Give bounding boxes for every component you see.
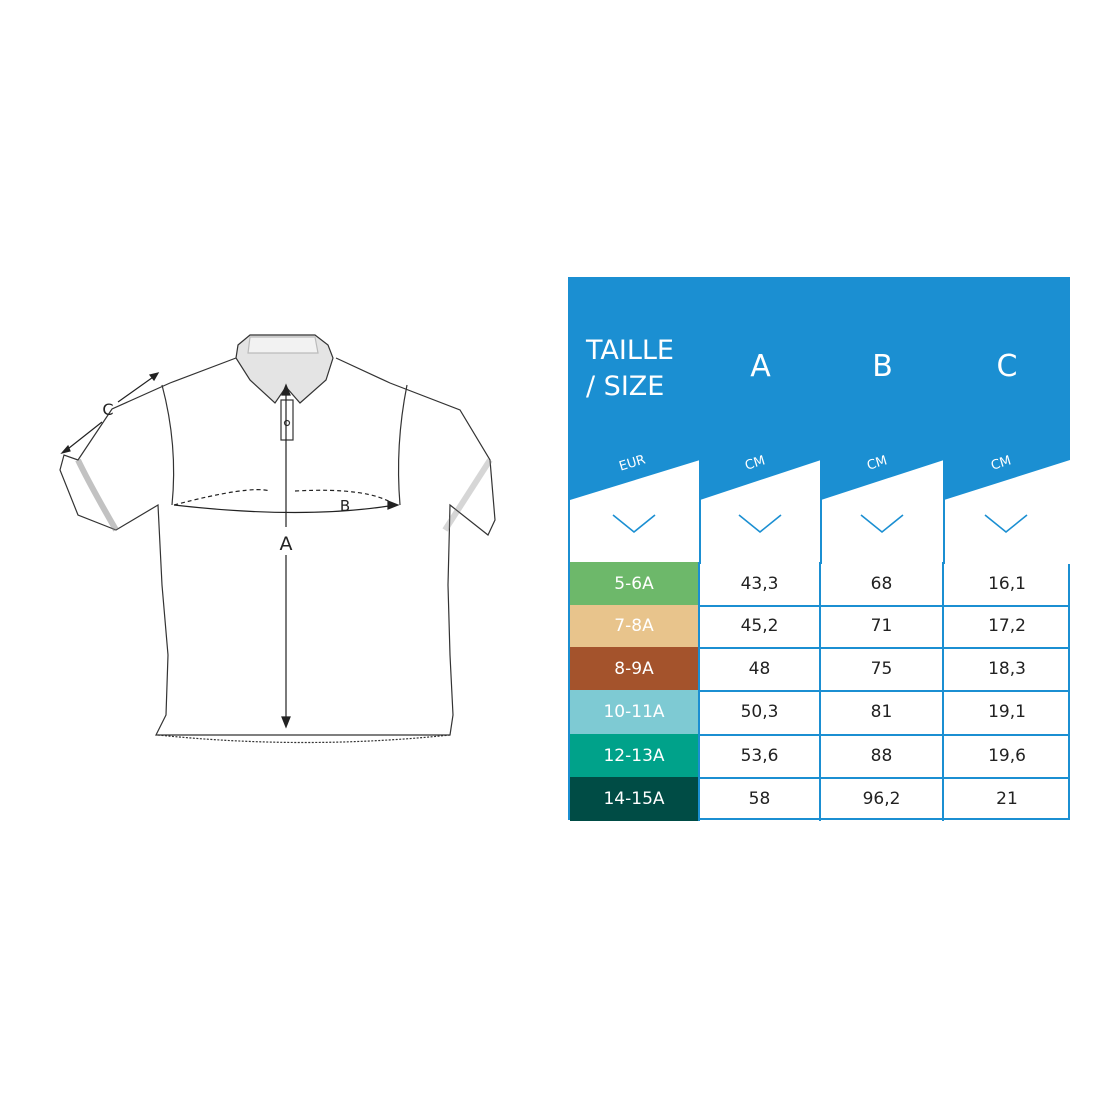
column-header-a: A CM [700,279,821,564]
measure-a-cell: 48 [700,647,821,692]
title-line1: TAILLE [586,335,674,366]
measure-c-cell: 16,1 [944,562,1070,607]
column-header-c: C CM [944,279,1070,564]
measure-c-cell: 18,3 [944,647,1070,692]
size-cell: 14-15A [570,777,700,821]
size-cell: 7-8A [570,605,700,649]
column-divider [699,279,701,564]
measure-b-cell: 96,2 [821,777,944,821]
chevron-down-icon [737,514,782,534]
column-title: A [750,349,771,384]
chevron-down-icon [859,514,904,534]
size-cell: 10-11A [570,690,700,736]
column-divider [943,279,945,564]
measure-c-cell: 19,6 [944,734,1070,779]
column-title: B [872,349,893,384]
column-title: C [996,349,1018,384]
measure-b-cell: 88 [821,734,944,779]
chevron-down-icon [612,514,656,534]
title-line2: / SIZE [586,371,665,402]
column-title: TAILLE / SIZE [586,333,674,405]
column-header-size: TAILLE / SIZE EUR [570,279,700,564]
measure-c-cell: 21 [996,789,1018,809]
measure-b-cell: 75 [821,647,944,692]
measure-a-cell: 53,6 [700,734,821,779]
measure-a-cell: 43,3 [700,562,821,607]
measure-c-cell: 17,2 [944,605,1070,649]
chevron-down-icon [984,514,1028,534]
label-b: B [340,497,350,515]
measure-b-cell: 81 [821,690,944,736]
measure-a-cell: 45,2 [700,605,821,649]
size-chart-table: TAILLE / SIZE EUR A CM B CM C CM 5-6A 43,3 68 16,1 7-… [568,277,1070,821]
measure-c-cell: 19,1 [944,690,1070,736]
measure-a-cell: 50,3 [700,690,821,736]
measure-b-cell: 71 [821,605,944,649]
polo-shirt-diagram: A B C [59,334,496,744]
column-header-b: B CM [821,279,944,564]
label-a: A [280,533,293,555]
measure-a-cell: 58 [700,777,821,821]
size-cell: 12-13A [570,734,700,779]
label-c: C [102,400,113,419]
column-divider [820,279,822,564]
size-cell: 5-6A [570,562,700,607]
measure-b-cell: 68 [821,562,944,607]
size-cell: 8-9A [570,647,700,692]
